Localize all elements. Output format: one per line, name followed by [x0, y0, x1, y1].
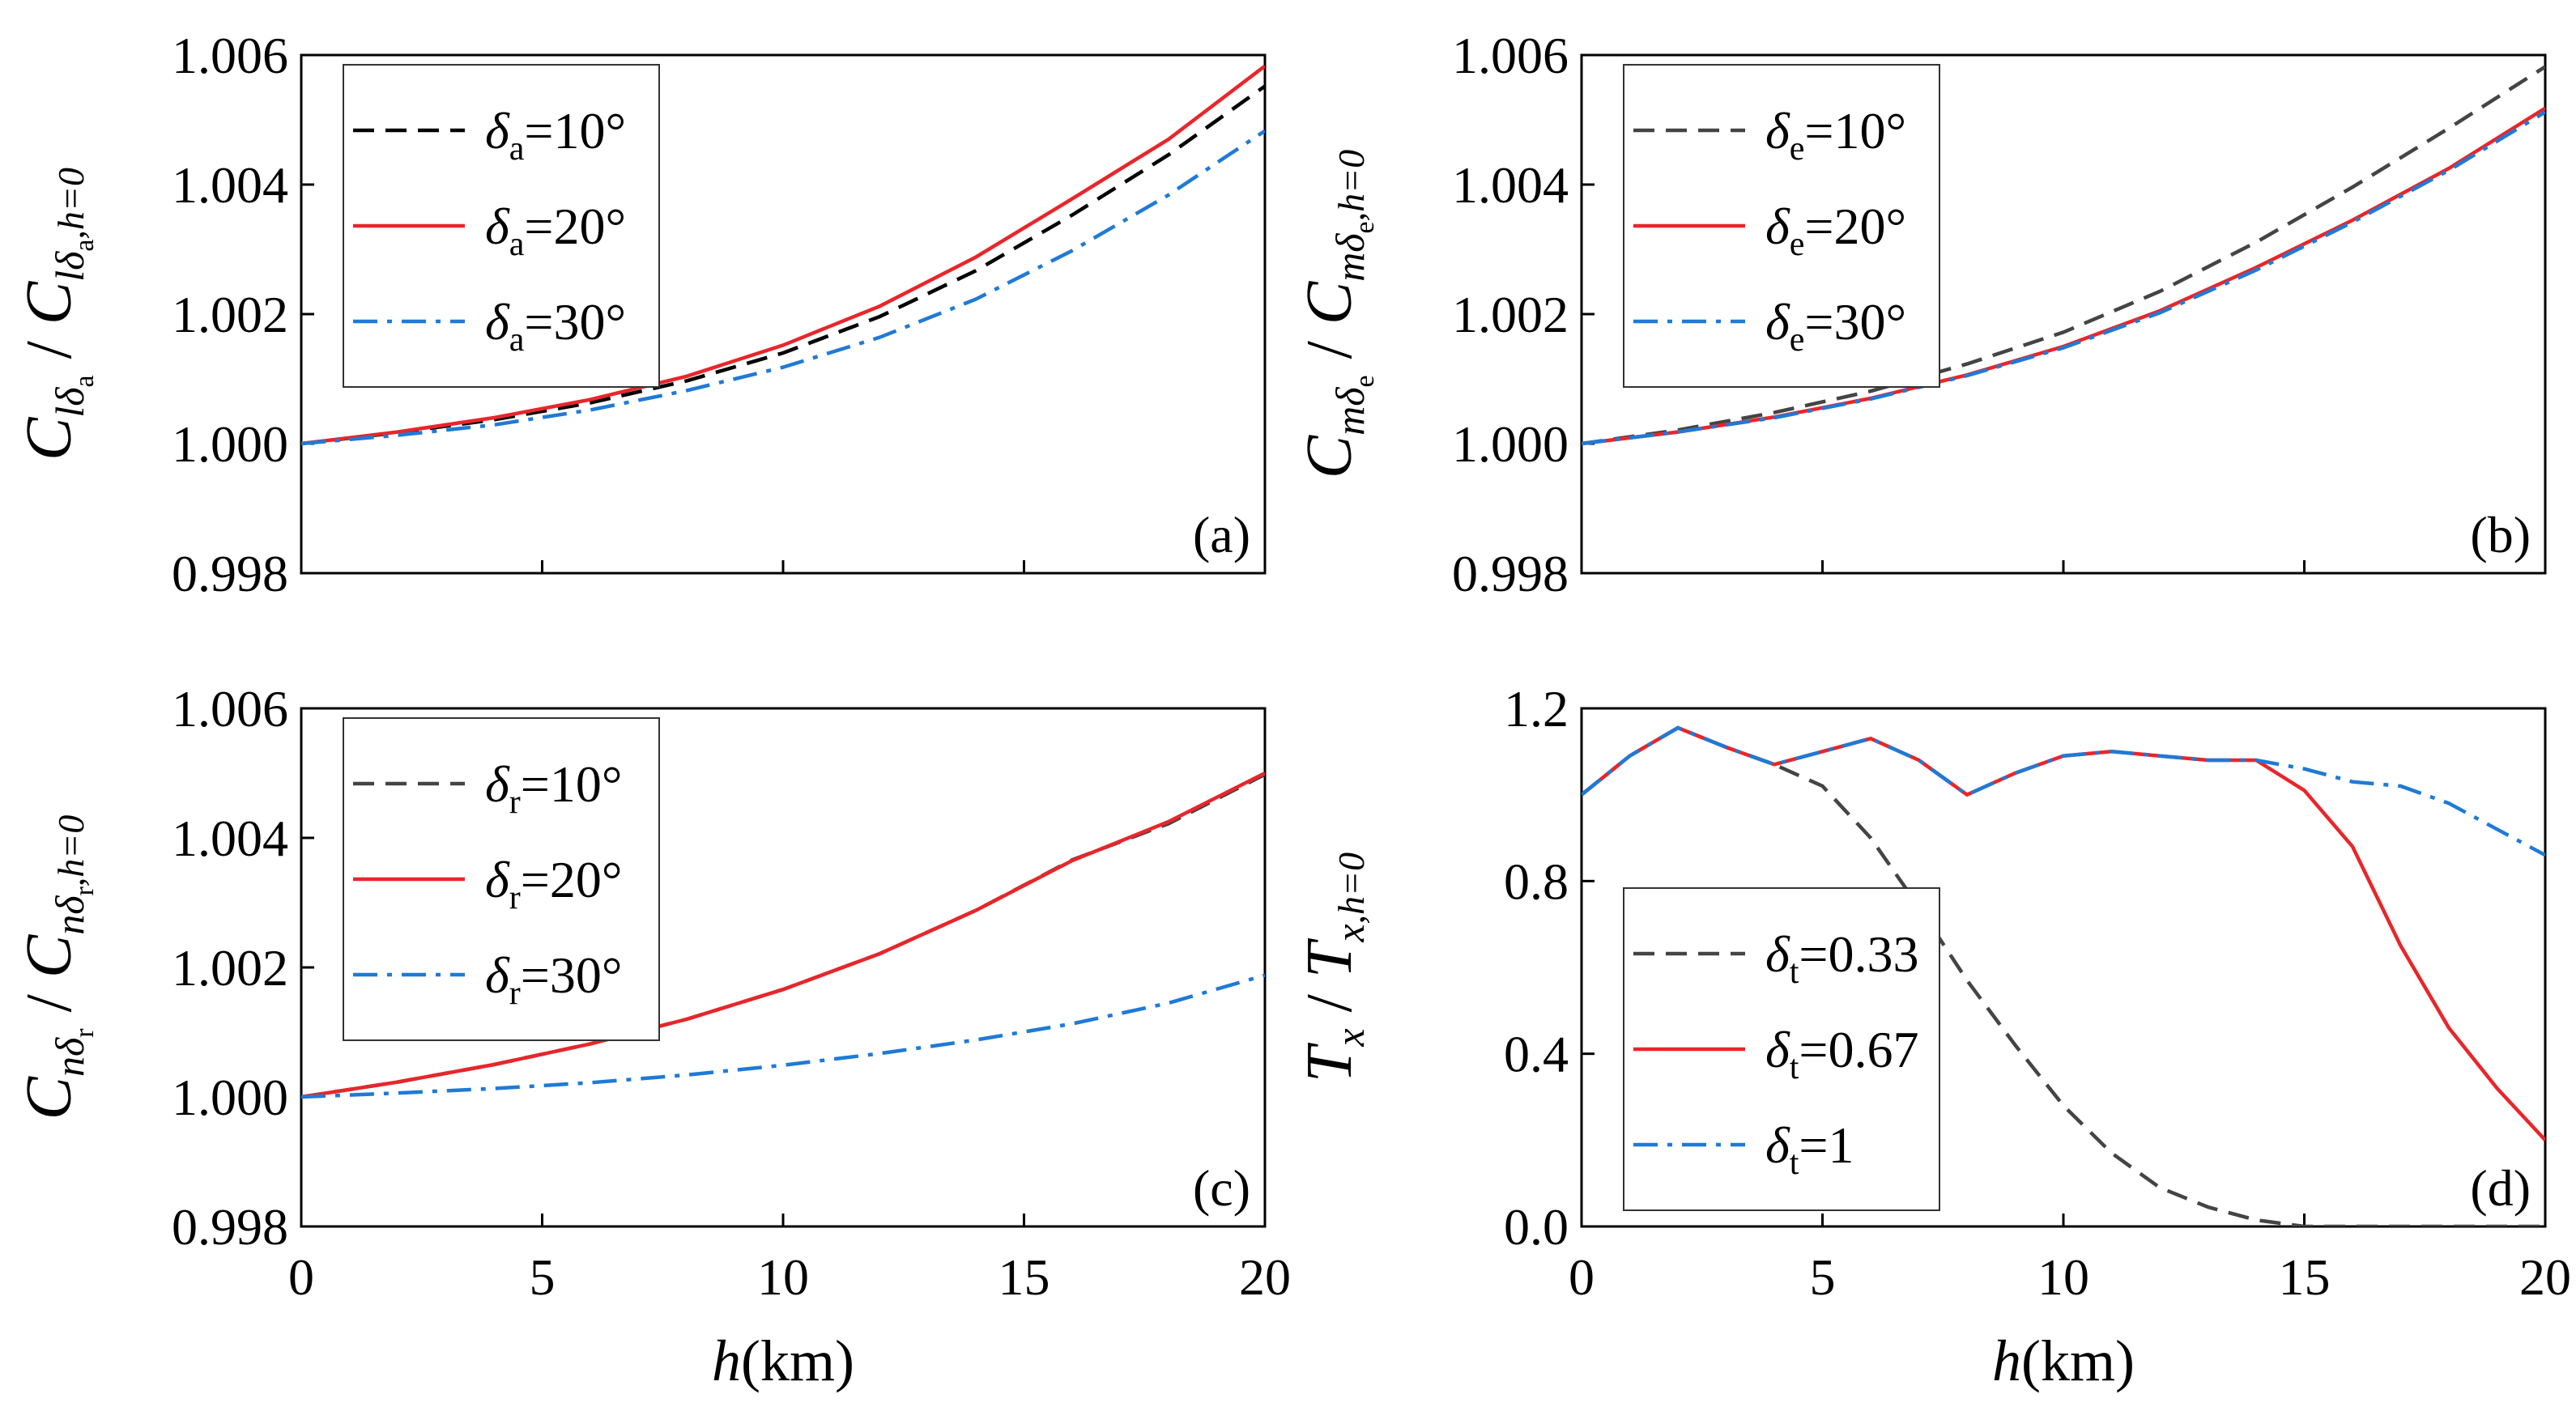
legend-label: δr=30°	[485, 946, 622, 1012]
y-axis-title: Cnδr / Cnδr,h=0	[14, 815, 100, 1120]
y-tick-label: 0.998	[1452, 545, 1569, 602]
legend-label: δa=30°	[485, 293, 626, 359]
y-tick-label: 1.000	[172, 1069, 288, 1126]
y-axis-title: Tx / Tx,h=0	[1294, 852, 1373, 1082]
series-line-2	[301, 64, 1265, 446]
y-tick-label: 1.000	[172, 415, 288, 473]
x-axis-title: h(km)	[712, 1328, 854, 1393]
series-line-3	[301, 973, 1265, 1099]
y-tick-label: 1.006	[172, 680, 288, 738]
y-tick-label: 0.998	[172, 1198, 288, 1256]
y-tick-label: 0.0	[1504, 1198, 1569, 1256]
y-tick-label: 1.006	[172, 27, 288, 84]
legend-label: δa=20°	[485, 198, 626, 263]
x-tick-label: 20	[2519, 1248, 2571, 1306]
legend-box	[1623, 64, 1940, 388]
series-line-3	[1582, 110, 2545, 446]
x-tick-label: 5	[530, 1248, 556, 1306]
y-tick-label: 1.000	[1452, 415, 1569, 473]
legend-label: δt=0.33	[1765, 925, 1919, 991]
panel-label: (d)	[2470, 1159, 2531, 1217]
series-line-1	[301, 84, 1265, 446]
panel-d: 0.0 0.4 0.8 1.2 0 5 10 15 20 h(km) Tx / Tx,h=0 δt=0…	[1294, 680, 2571, 1393]
y-tick-label: 0.4	[1504, 1026, 1569, 1083]
series-line-3	[301, 129, 1265, 446]
x-tick-label: 10	[757, 1248, 809, 1306]
panel-label: (c)	[1193, 1159, 1250, 1217]
legend-label: δe=20°	[1765, 198, 1906, 263]
legend-label: δe=10°	[1765, 102, 1906, 168]
y-tick-label: 1.2	[1504, 680, 1569, 738]
x-tick-label: 15	[998, 1248, 1050, 1306]
y-tick-label: 1.002	[1452, 286, 1569, 343]
legend: δe=10° δe=20° δe=30°	[1623, 64, 1940, 388]
y-tick-label: 1.002	[172, 939, 288, 997]
x-tick-label: 15	[2279, 1248, 2331, 1306]
legend-label: δa=10°	[485, 102, 626, 168]
y-tick-label: 0.998	[172, 545, 288, 602]
x-tick-label: 20	[1239, 1248, 1291, 1306]
y-axis-title: Clδa / Clδa,h=0	[14, 168, 100, 461]
x-axis-title: h(km)	[1992, 1328, 2135, 1393]
y-tick-label: 1.002	[172, 286, 288, 343]
y-tick-label: 1.004	[172, 810, 288, 867]
legend-label: δt=0.67	[1765, 1021, 1919, 1086]
legend-label: δt=1	[1765, 1116, 1854, 1182]
panel-a: 0.998 1.000 1.002 1.004 1.006 Clδa / Clδa,h=0…	[14, 27, 1267, 602]
series-line-2	[301, 771, 1265, 1099]
y-tick-label: 0.8	[1504, 852, 1569, 910]
y-axis-title: Cmδe / Cmδe,h=0	[1294, 150, 1380, 478]
y-tick-label: 1.004	[172, 156, 288, 214]
x-tick-label: 5	[1810, 1248, 1836, 1306]
panel-label: (a)	[1193, 506, 1250, 563]
y-tick-label: 1.004	[1452, 156, 1569, 214]
x-tick-label: 0	[1569, 1248, 1595, 1306]
x-tick-label: 10	[2037, 1248, 2089, 1306]
panel-c: 0.998 1.000 1.002 1.004 1.006 0 5 10 15 20 h(km) Cn…	[14, 680, 1291, 1393]
series-line-3	[1582, 725, 2545, 857]
panel-b: 0.998 1.000 1.002 1.004 1.006 Cmδe / Cmδe,h=0…	[1294, 27, 2547, 602]
legend: δr=10° δr=20° δr=30°	[343, 717, 660, 1041]
y-tick-label: 1.006	[1452, 27, 1569, 84]
legend-label: δr=20°	[485, 851, 622, 916]
legend: δa=10° δa=20° δa=30°	[343, 64, 660, 388]
legend-label: δr=10°	[485, 755, 622, 821]
legend: δt=0.33 δt=0.67 δt=1	[1623, 887, 1940, 1211]
x-tick-label: 0	[288, 1248, 314, 1306]
series-line-1	[1582, 65, 2545, 446]
legend-label: δe=30°	[1765, 293, 1906, 359]
panel-label: (b)	[2470, 506, 2531, 563]
